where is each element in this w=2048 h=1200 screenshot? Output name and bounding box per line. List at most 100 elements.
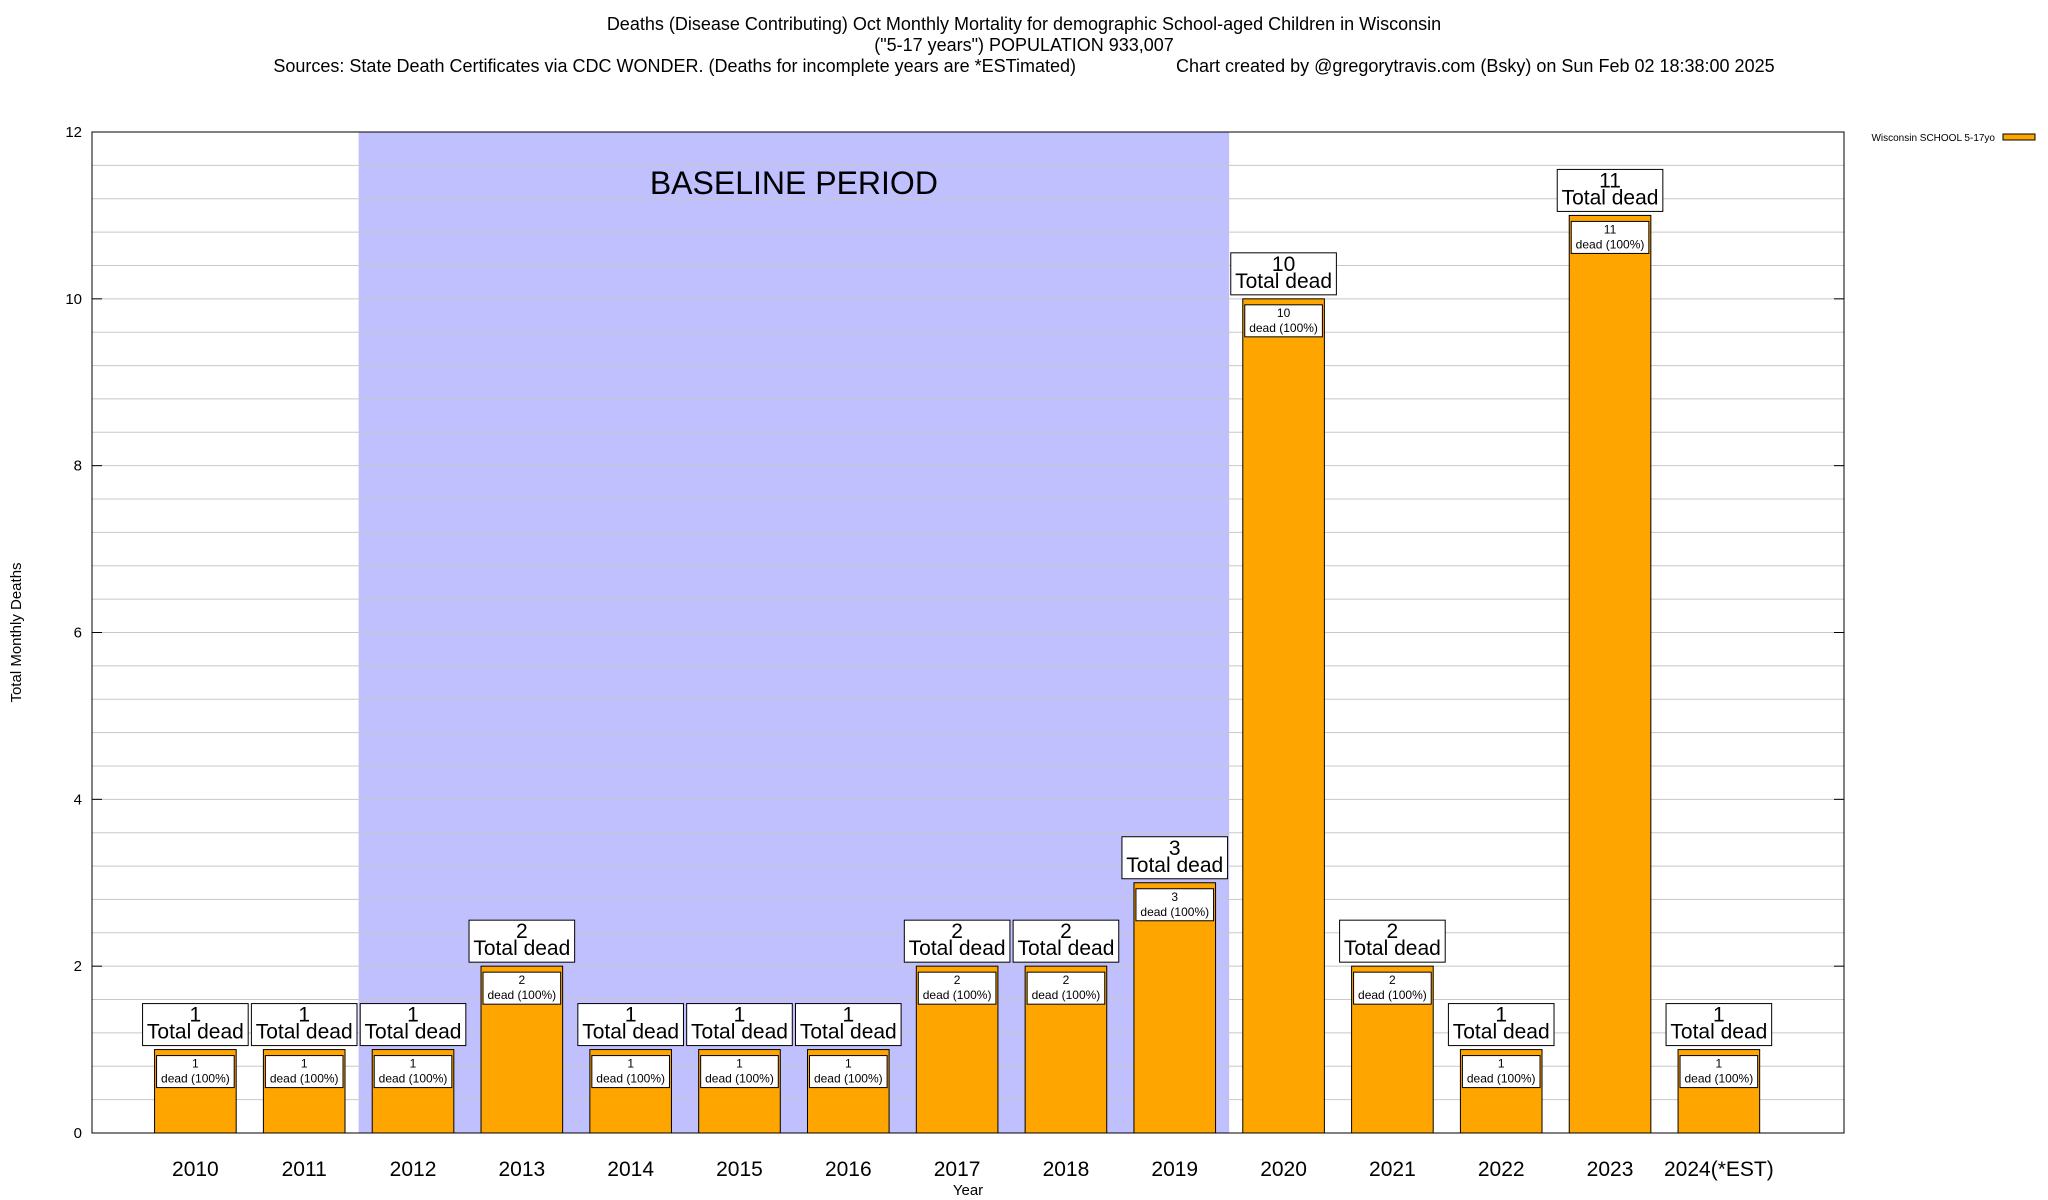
y-tick-label: 0 — [74, 1125, 82, 1142]
axis-layer: 2010 2011 2012 2013 2014 2015 2016 2017 2018 2019… — [8, 124, 1845, 1199]
inner-label-value: 1 — [192, 1057, 199, 1071]
total-label-text: Total dead — [1670, 1021, 1767, 1044]
total-label-value: 1 — [1713, 1004, 1725, 1027]
inner-label-box — [264, 1055, 344, 1089]
inner-label-value: 2 — [1063, 973, 1070, 987]
y-tick-label: 8 — [74, 458, 82, 475]
inner-label-box — [1679, 1055, 1759, 1089]
x-tick-label: 2011 — [282, 1158, 327, 1181]
inner-label-value: 1 — [627, 1057, 634, 1071]
inner-label-text: dead (100%) — [270, 1072, 339, 1086]
total-label-text: Total dead — [1235, 270, 1332, 293]
inner-label-value: 1 — [1716, 1057, 1723, 1071]
inner-label-value: 2 — [954, 973, 961, 987]
total-label-box — [1230, 252, 1337, 296]
chart-title: Deaths (Disease Contributing) Oct Monthl… — [606, 14, 1442, 34]
inner-label-box — [1570, 220, 1650, 254]
total-label-text: Total dead — [473, 937, 570, 960]
inner-label-text: dead (100%) — [1140, 905, 1209, 919]
inner-label-value: 1 — [301, 1057, 308, 1071]
inner-label-value: 1 — [1498, 1057, 1505, 1071]
inner-label-text: dead (100%) — [814, 1072, 883, 1086]
inner-label-value: 1 — [845, 1057, 852, 1071]
inner-label-text: dead (100%) — [161, 1072, 230, 1086]
total-label-value: 1 — [1495, 1004, 1507, 1027]
inner-label-text: dead (100%) — [379, 1072, 448, 1086]
inner-label-box — [1244, 304, 1323, 338]
bar — [1133, 882, 1217, 1134]
total-label-box — [1121, 836, 1229, 880]
x-tick-label: 2015 — [716, 1158, 763, 1181]
y-tick-label: 10 — [65, 291, 82, 308]
inner-label-box — [700, 1055, 779, 1089]
total-label-box — [468, 919, 576, 963]
total-label-text: Total dead — [1344, 937, 1441, 960]
legend-swatch — [2002, 133, 2036, 141]
x-tick-label: 2019 — [1151, 1158, 1198, 1181]
total-label-value: 2 — [1387, 920, 1399, 943]
inner-label-value: 1 — [410, 1057, 417, 1071]
inner-label-text: dead (100%) — [1576, 237, 1645, 251]
x-tick-label: 2020 — [1260, 1158, 1307, 1181]
total-label-box — [686, 1003, 793, 1047]
total-label-box — [794, 1003, 902, 1047]
inner-label-text: dead (100%) — [1684, 1072, 1753, 1086]
total-label-box — [1665, 1003, 1773, 1047]
inner-label-box — [1461, 1055, 1541, 1089]
total-label-text: Total dead — [800, 1021, 897, 1044]
baseline-label: BASELINE PERIOD — [650, 165, 938, 201]
inner-label-box — [1353, 971, 1432, 1005]
total-label-box — [577, 1003, 684, 1047]
total-label-value: 2 — [951, 920, 963, 943]
total-label-value: 2 — [516, 920, 528, 943]
y-tick-label: 2 — [74, 958, 82, 975]
inner-label-text: dead (100%) — [487, 988, 556, 1002]
inner-label-box — [1026, 971, 1106, 1005]
chart-subtitle: ("5-17 years") POPULATION 933,007 — [874, 35, 1174, 55]
total-label-text: Total dead — [256, 1021, 353, 1044]
chart-sources: Sources: State Death Certificates via CD… — [273, 56, 1775, 76]
inner-label-value: 1 — [736, 1057, 743, 1071]
inner-label-box — [1135, 888, 1215, 922]
y-axis-title: Total Monthly Deaths — [8, 562, 25, 702]
total-label-text: Total dead — [582, 1021, 679, 1044]
inner-label-text: dead (100%) — [1467, 1072, 1536, 1086]
total-label-value: 1 — [298, 1004, 310, 1027]
total-label-box — [1012, 919, 1120, 963]
total-label-value: 1 — [734, 1004, 746, 1027]
inner-label-text: dead (100%) — [705, 1072, 774, 1086]
total-label-value: 1 — [625, 1004, 637, 1027]
x-tick-label: 2012 — [390, 1158, 437, 1181]
total-label-text: Total dead — [1017, 937, 1114, 960]
total-label-text: Total dead — [365, 1021, 462, 1044]
total-label-value: 2 — [1060, 920, 1072, 943]
inner-label-text: dead (100%) — [1249, 321, 1318, 335]
total-label-text: Total dead — [1126, 854, 1223, 877]
legend: Wisconsin SCHOOL 5-17yo — [1871, 133, 2036, 144]
inner-label-box — [591, 1055, 670, 1089]
x-axis-title: Year — [953, 1182, 983, 1199]
x-tick-label: 2013 — [498, 1158, 545, 1181]
total-label-box — [142, 1003, 249, 1047]
total-label-box — [1339, 919, 1446, 963]
total-label-text: Total dead — [1453, 1021, 1550, 1044]
x-tick-label: 2018 — [1043, 1158, 1090, 1181]
chart-title-block: Deaths (Disease Contributing) Oct Monthl… — [0, 14, 2048, 77]
total-label-text: Total dead — [691, 1021, 788, 1044]
total-label-value: 1 — [842, 1004, 854, 1027]
total-label-box — [250, 1003, 358, 1047]
x-tick-label: 2014 — [607, 1158, 654, 1181]
inner-label-text: dead (100%) — [1032, 988, 1101, 1002]
total-label-text: Total dead — [1562, 186, 1659, 209]
total-label-box — [1447, 1003, 1555, 1047]
x-tick-label: 2016 — [825, 1158, 872, 1181]
inner-label-box — [156, 1055, 235, 1089]
inner-label-value: 2 — [518, 973, 525, 987]
inner-label-value: 3 — [1171, 890, 1178, 904]
total-label-box — [903, 919, 1011, 963]
inner-label-box — [482, 971, 562, 1005]
total-label-value: 1 — [407, 1004, 419, 1027]
x-tick-label: 2010 — [172, 1158, 219, 1181]
